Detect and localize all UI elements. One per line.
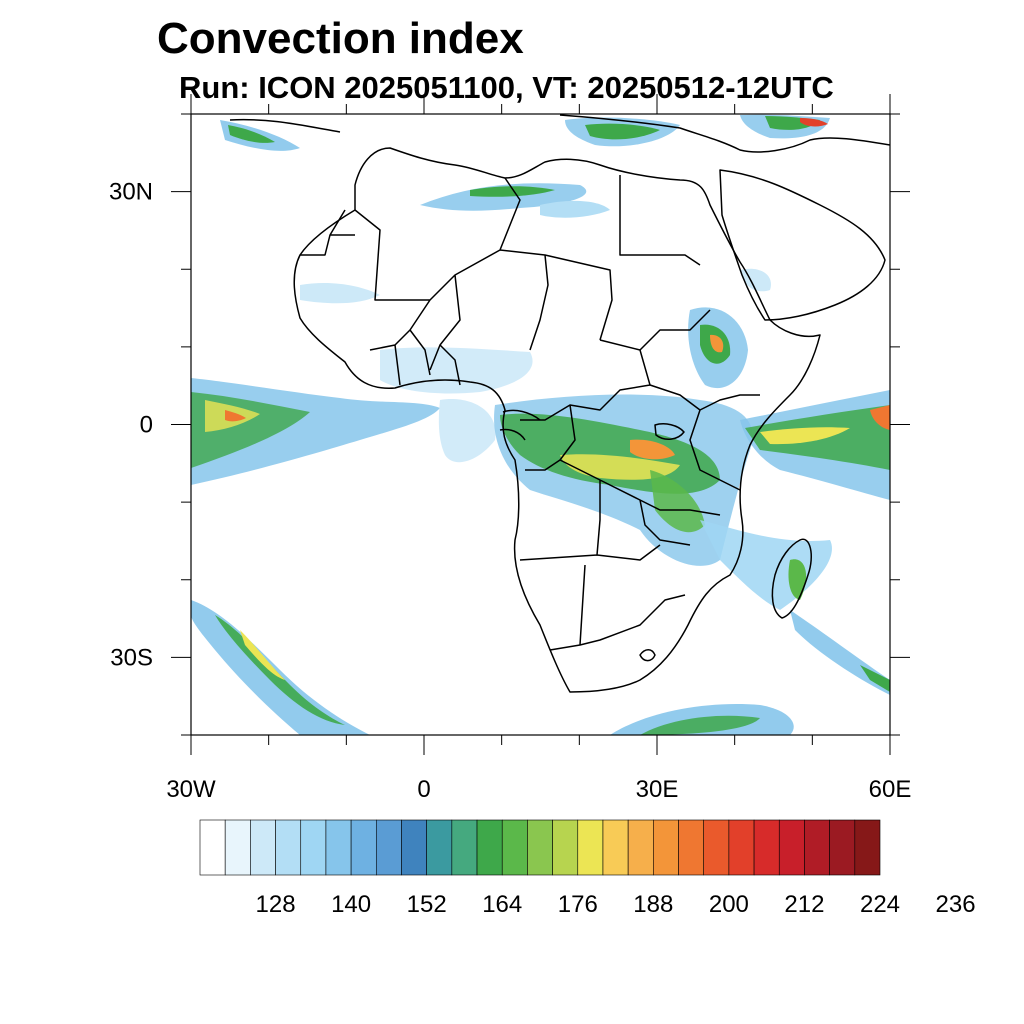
axis-ticks <box>171 94 910 755</box>
colorbar-swatch <box>350 819 377 876</box>
colorbar-swatch <box>527 819 553 876</box>
lat-tick-label: 30N <box>109 179 153 206</box>
colorbar-swatch <box>753 819 780 876</box>
colorbar-label: 128 <box>256 891 296 918</box>
colorbar-label: 140 <box>331 891 371 918</box>
colorbar-label: 212 <box>784 891 824 918</box>
colorbar-swatch <box>577 819 604 876</box>
axis-tick-labels: 30W 0 30E 60E 30N 0 30S <box>109 179 911 803</box>
lon-tick-label: 30W <box>166 776 216 803</box>
colorbar-label: 176 <box>558 891 598 918</box>
lon-tick-label: 60E <box>869 776 912 803</box>
colorbar-swatch <box>728 819 755 876</box>
colorbar-swatch <box>375 819 402 876</box>
colorbar-label: 224 <box>860 891 900 918</box>
colorbar-labels: 128 140 152 164 176 188 200 212 224 236 <box>256 891 976 918</box>
africa-coastline <box>293 147 821 693</box>
colorbar-swatch <box>275 819 302 876</box>
lon-tick-label: 30E <box>636 776 679 803</box>
colorbar-swatch <box>678 819 705 876</box>
colorbar-swatch <box>804 819 830 876</box>
colorbar-label: 236 <box>936 891 976 918</box>
colorbar-swatch <box>426 819 453 876</box>
colorbar-swatch <box>552 819 579 876</box>
colorbar-label: 164 <box>482 891 522 918</box>
colorbar-label: 200 <box>709 891 749 918</box>
chart-subtitle: Run: ICON 2025051100, VT: 20250512-12UTC <box>179 70 834 105</box>
colorbar-swatch <box>199 819 226 876</box>
colorbar-swatch <box>476 819 503 876</box>
colorbar-swatch <box>602 819 629 876</box>
colorbar-swatch <box>325 819 352 876</box>
colorbar-swatch <box>627 819 654 876</box>
convection-area-south-atlantic <box>191 600 370 735</box>
colorbar-swatch <box>854 819 881 876</box>
convection-field-layer <box>191 114 890 735</box>
colorbar-swatch <box>653 819 679 876</box>
colorbar-swatch <box>300 819 327 876</box>
chart-title: Convection index <box>157 14 524 63</box>
colorbar-swatch <box>501 819 528 876</box>
lat-tick-label: 30S <box>110 644 153 671</box>
colorbar-swatch <box>829 819 856 876</box>
colorbar-label: 152 <box>407 891 447 918</box>
colorbar-swatch <box>451 819 478 876</box>
colorbar-swatch <box>778 819 805 876</box>
arabia-outline <box>719 169 886 321</box>
madagascar-outline <box>771 538 812 619</box>
colorbar-swatch <box>703 819 730 876</box>
colorbar <box>199 819 881 876</box>
colorbar-swatch <box>224 819 251 876</box>
colorbar-swatch <box>250 819 276 876</box>
colorbar-swatch <box>401 819 427 876</box>
colorbar-label: 188 <box>633 891 673 918</box>
convection-area-westafrica <box>380 347 533 394</box>
lon-tick-label: 0 <box>417 776 430 803</box>
coastlines-and-borders <box>229 114 891 693</box>
lat-tick-label: 0 <box>140 412 153 439</box>
